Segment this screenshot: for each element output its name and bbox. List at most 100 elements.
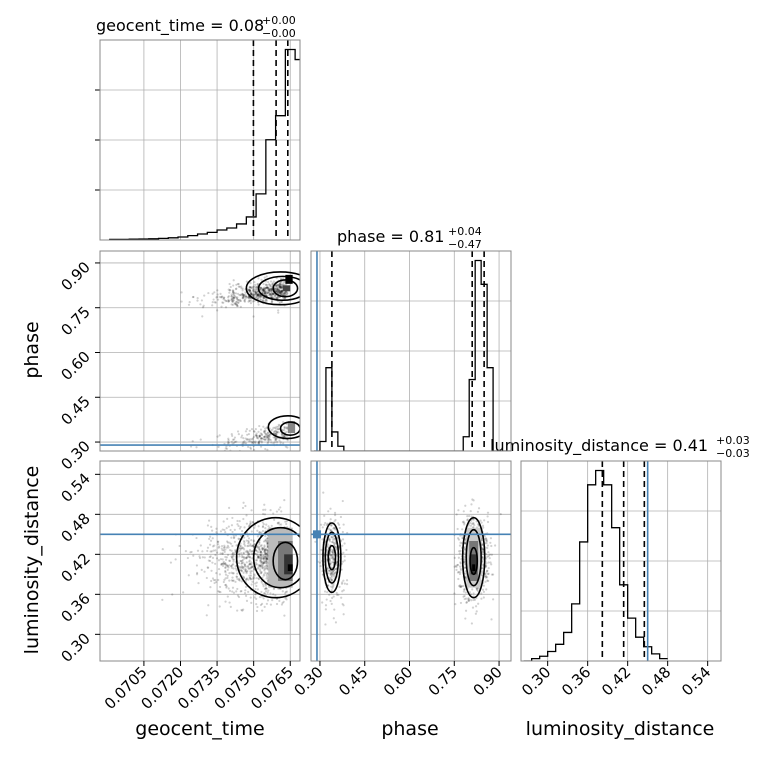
sample-point (266, 542, 269, 545)
sample-point (492, 598, 495, 601)
sample-point (249, 556, 252, 559)
sample-point (277, 521, 281, 524)
sample-point (267, 292, 270, 295)
sample-point (485, 542, 488, 545)
sample-point (243, 564, 247, 567)
sample-point (274, 287, 277, 290)
sample-point (279, 285, 282, 288)
sample-point (230, 295, 233, 298)
sample-point (248, 559, 251, 562)
sample-point (280, 290, 283, 294)
sample-point (277, 288, 280, 292)
sample-point (200, 299, 203, 302)
sample-point (262, 282, 265, 286)
sample-point (253, 299, 256, 303)
sample-point (263, 292, 266, 295)
sample-point (334, 518, 337, 522)
sample-point (242, 501, 245, 504)
sample-point (236, 519, 239, 523)
sample-point (249, 293, 252, 296)
density-block (287, 421, 296, 434)
sample-point (332, 534, 335, 538)
sample-point (460, 585, 463, 588)
sample-point (286, 439, 289, 442)
sample-point (471, 498, 474, 501)
sample-point (247, 539, 250, 543)
sample-point (258, 295, 261, 298)
sample-point (231, 530, 234, 534)
sample-point (279, 283, 282, 286)
sample-point (277, 309, 280, 312)
sample-point (255, 552, 258, 555)
sample-point (330, 540, 333, 544)
sample-point (251, 550, 254, 553)
sample-point (217, 445, 220, 448)
sample-point (484, 580, 487, 583)
sample-point (251, 442, 254, 445)
sample-point (250, 293, 254, 296)
sample-point (456, 537, 460, 540)
sample-point (286, 427, 289, 430)
sample-point (266, 442, 269, 445)
sample-point (216, 295, 219, 299)
sample-point (464, 570, 467, 573)
sample-point (272, 296, 276, 300)
sample-point (283, 427, 286, 430)
sample-point (484, 574, 487, 578)
sample-point (342, 613, 345, 616)
sample-point (463, 548, 467, 551)
sample-point (269, 603, 273, 606)
sample-point (256, 283, 259, 286)
y-tick-label-luminosity_distance: 0.36 (57, 589, 93, 625)
sample-point (245, 572, 248, 575)
sample-point (266, 566, 269, 569)
sample-point (256, 529, 259, 532)
sample-point (326, 545, 329, 548)
sample-point (220, 562, 223, 565)
sample-point (261, 525, 265, 529)
sample-point (266, 543, 269, 546)
sample-point (334, 546, 337, 549)
hist-line-luminosity_distance (523, 469, 668, 661)
sample-point (256, 436, 259, 439)
sample-point (244, 293, 247, 296)
sample-point (265, 552, 269, 556)
sample-point (248, 289, 251, 292)
sample-point (258, 556, 261, 559)
sample-point (192, 295, 195, 299)
sample-point (260, 581, 263, 584)
sample-point (236, 304, 239, 308)
sample-point (463, 587, 466, 591)
sample-point (487, 554, 490, 558)
sample-point (330, 536, 333, 539)
sample-point (231, 434, 234, 437)
panel-content (311, 461, 511, 661)
sample-point (229, 542, 233, 545)
sample-point (227, 288, 230, 291)
sample-point (246, 569, 249, 573)
sample-point (465, 597, 468, 600)
sample-point (231, 553, 234, 556)
sample-point (249, 563, 252, 566)
sample-point (236, 609, 239, 612)
sample-point (264, 552, 267, 555)
sample-point (216, 309, 219, 312)
sample-point (486, 579, 489, 582)
sample-point (326, 543, 329, 546)
sample-point (270, 291, 273, 294)
sample-point (266, 557, 269, 561)
sample-point (234, 580, 237, 583)
sample-point (240, 580, 243, 583)
sample-point (254, 561, 257, 564)
sample-point (218, 605, 221, 608)
sample-point (263, 435, 266, 438)
sample-point (230, 579, 233, 582)
sample-point (265, 557, 268, 560)
sample-point (236, 587, 239, 591)
sample-point (455, 513, 458, 516)
sample-point (265, 290, 268, 293)
sample-point (259, 558, 262, 561)
sample-point (264, 558, 268, 561)
sample-point (253, 577, 256, 580)
sample-point (256, 293, 259, 296)
